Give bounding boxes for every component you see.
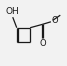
- Text: O: O: [39, 39, 46, 48]
- Text: OH: OH: [6, 7, 20, 16]
- Text: O: O: [52, 16, 58, 25]
